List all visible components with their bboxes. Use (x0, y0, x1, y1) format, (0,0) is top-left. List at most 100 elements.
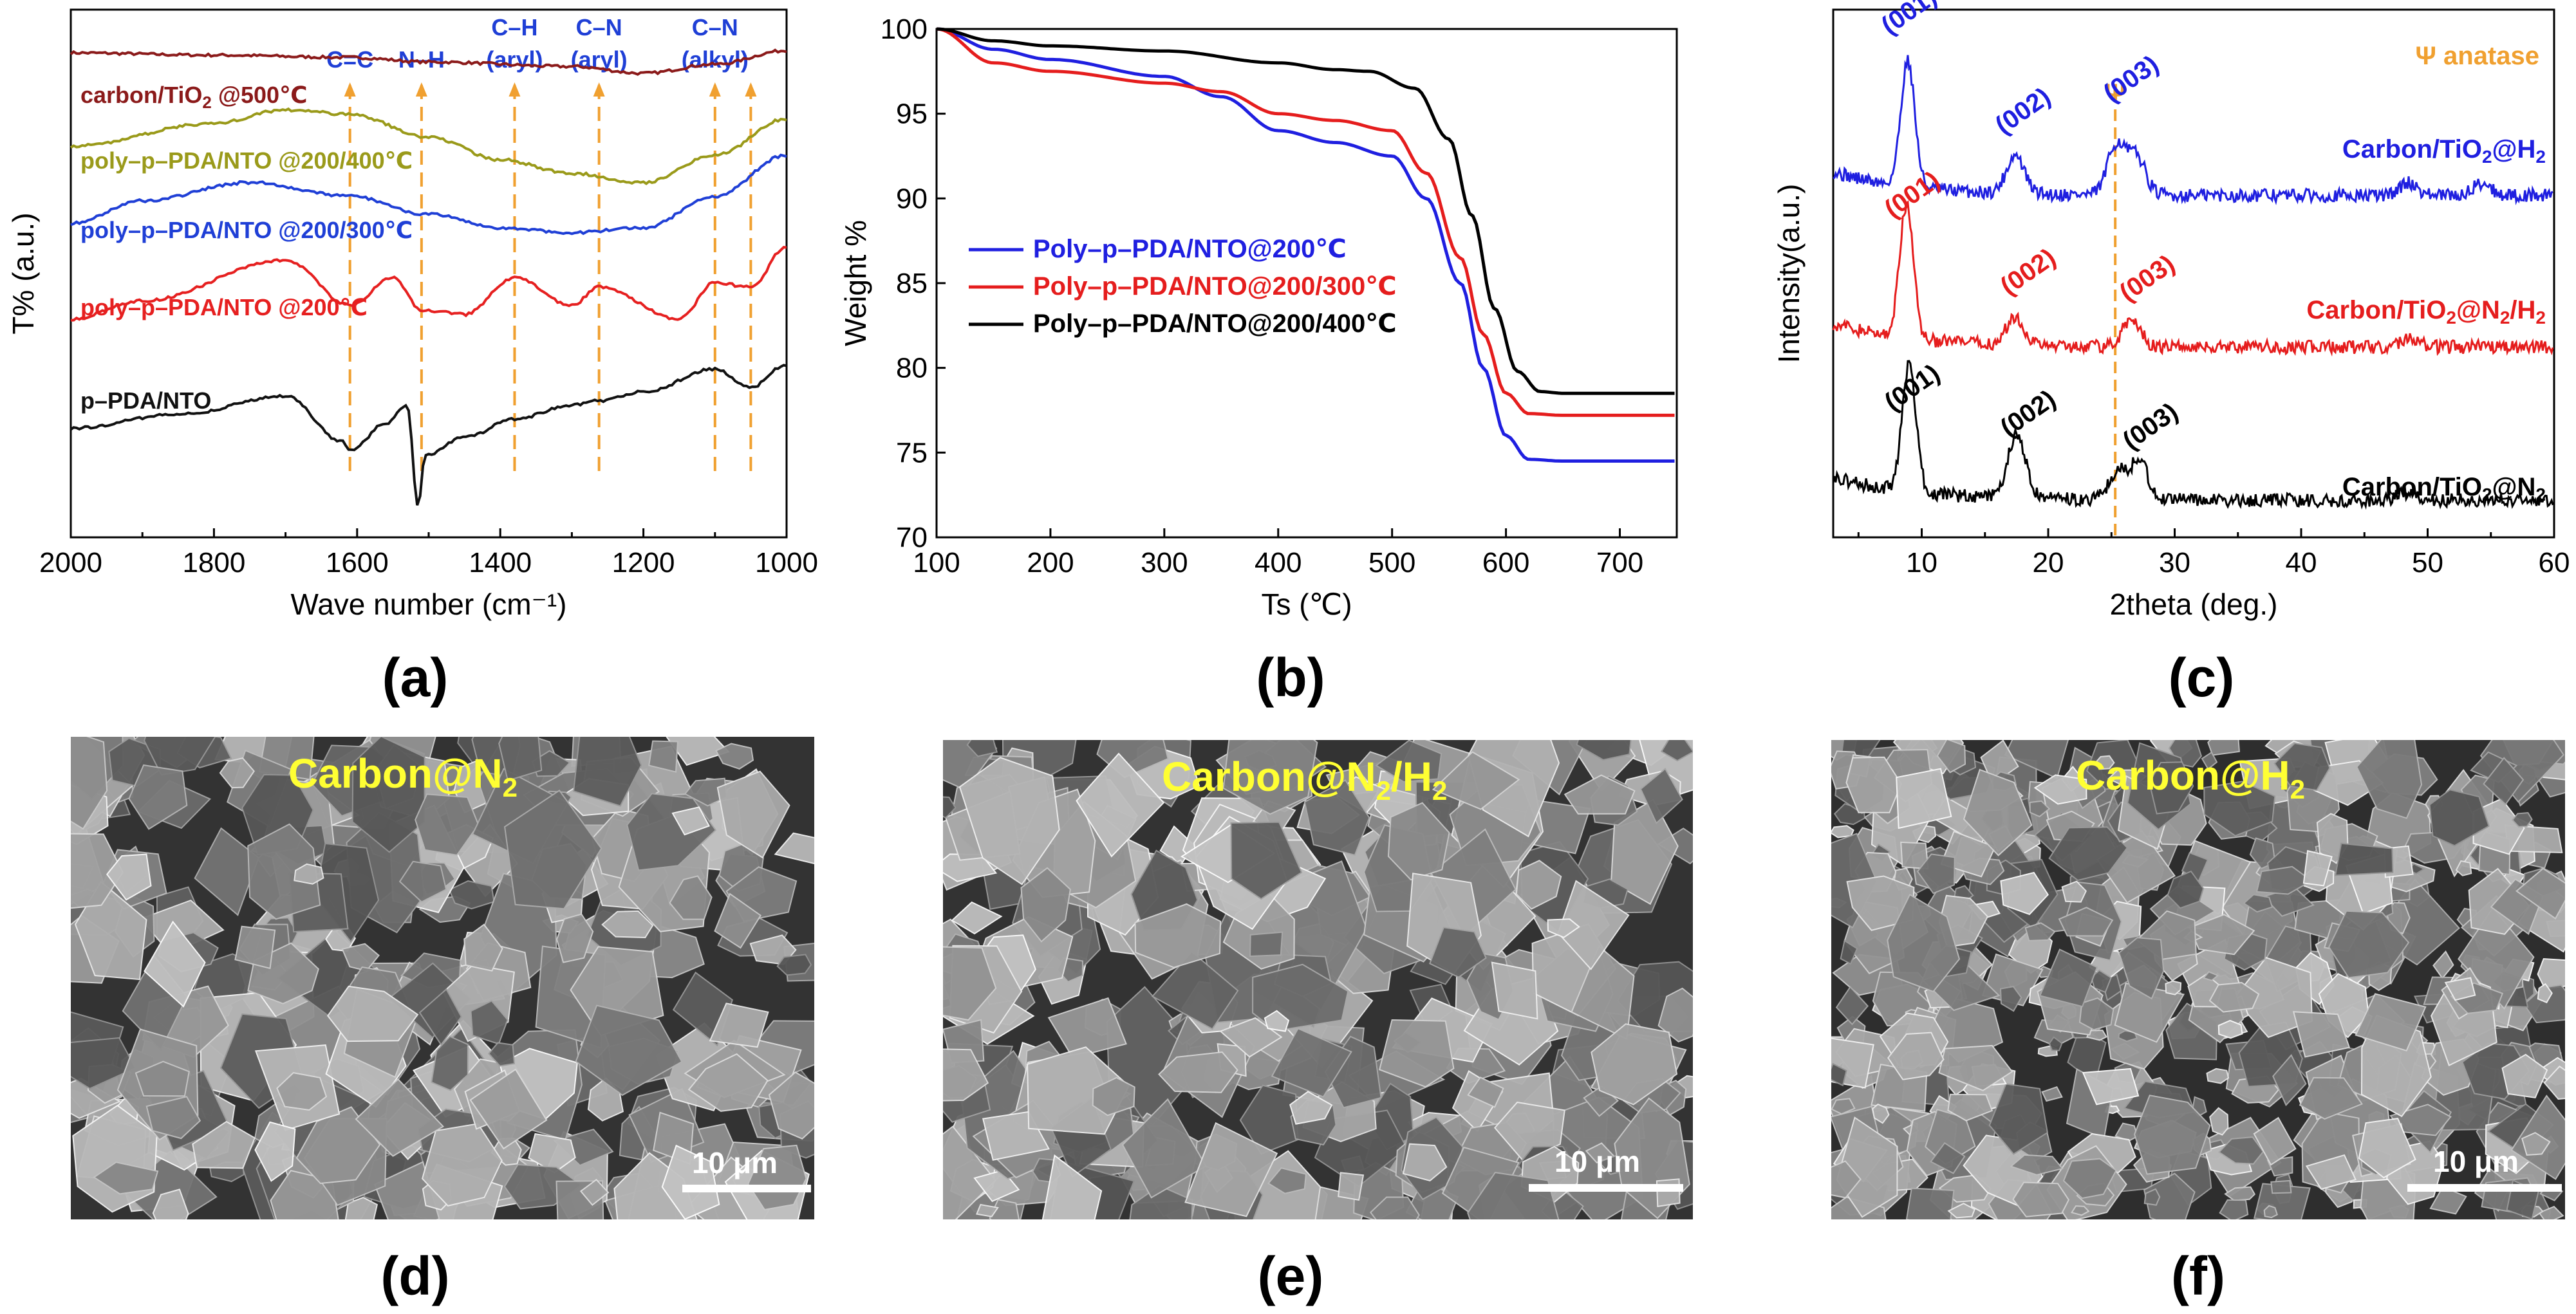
annotation-arrow (593, 82, 605, 97)
y-tick-label: 85 (896, 268, 928, 299)
sem-particle (1289, 1091, 1333, 1125)
panel-label-d: (d) (380, 1246, 450, 1306)
sem-particle (2511, 812, 2533, 828)
series-line (70, 48, 787, 76)
x-tick-label: 1000 (755, 547, 818, 578)
sem-particle (2538, 1205, 2564, 1219)
y-tick-label: 75 (896, 437, 928, 468)
sem-particle (2201, 751, 2218, 770)
sem-particle (2143, 1172, 2196, 1219)
sem-particle (1219, 1017, 1283, 1058)
sem-particle (1432, 751, 1520, 810)
sem-particle (2149, 761, 2194, 815)
sem-particle (1158, 1051, 1238, 1093)
sem-particle (2061, 880, 2087, 903)
sem-particle (2253, 1116, 2297, 1166)
scale-bar (1529, 1184, 1683, 1192)
peak-label: (001) (1880, 359, 1945, 417)
sem-title-n2: Carbon@N2 (288, 750, 518, 802)
y-axis-label: Intensity(a.u.) (1772, 184, 1806, 364)
sem-particle (1402, 1143, 1448, 1181)
sem-particle (684, 777, 727, 807)
sem-particle (1375, 740, 1442, 783)
panel-label-e: (e) (1257, 1246, 1324, 1306)
sem-particle (2207, 740, 2240, 756)
x-tick-label: 500 (1368, 547, 1415, 578)
sem-particle (671, 806, 711, 836)
sem-particle (715, 743, 754, 770)
sem-particle (1121, 1098, 1207, 1199)
peak-label: (001) (1880, 166, 1945, 224)
sem-particle (2000, 871, 2049, 916)
sem-image-n2h2: Carbon@N2/H2 10 μm (943, 740, 1693, 1219)
panel-label-f: (f) (2171, 1246, 2225, 1306)
sem-particle (2334, 842, 2394, 876)
sem-particle (1887, 893, 1961, 993)
sem-particle (2012, 1181, 2070, 1217)
sem-particle (1639, 768, 1683, 824)
sem-particle (2048, 1036, 2063, 1051)
sem-particle (1429, 927, 1487, 978)
sem-particle (2355, 993, 2427, 1052)
sem-particle (1264, 1010, 1290, 1032)
x-axis-label: Wave number (cm⁻¹) (291, 588, 567, 621)
y-tick-label: 100 (881, 14, 928, 45)
sem-particle (1591, 1023, 1678, 1106)
series-line (936, 27, 1675, 463)
sem-particle (648, 740, 678, 773)
sem-particle (951, 901, 1003, 935)
peak-label: (003) (2114, 250, 2180, 308)
sem-image-n2: Carbon@N2 10 μm (71, 737, 814, 1219)
sem-particle (192, 1120, 256, 1169)
sem-particle (1999, 986, 2022, 1012)
x-tick-label: 1200 (612, 547, 675, 578)
sem-particle (1267, 1167, 1307, 1194)
sem-particle (573, 737, 642, 807)
sem-particle (415, 793, 480, 856)
sem-particle (93, 1161, 159, 1195)
sem-particle (326, 985, 419, 1042)
sem-particle (943, 946, 997, 1021)
sem-particle (276, 1072, 328, 1111)
sem-particle (687, 1053, 769, 1112)
sem-particle (1831, 825, 1854, 838)
sem-particle (2041, 1086, 2063, 1102)
annotation-arrow (709, 82, 721, 97)
sem-particle (2219, 1199, 2249, 1219)
series-line (1833, 55, 2553, 205)
series-label: poly–p–PDA/NTO @200/400℃ (80, 147, 413, 174)
sem-particle (463, 923, 503, 972)
series-label: Carbon/TiO2@H2 (2342, 135, 2546, 167)
legend-note: Ψ anatase (2416, 42, 2539, 70)
sem-particle (2501, 1053, 2548, 1098)
sem-particle (2305, 1154, 2357, 1190)
y-tick-label: 70 (896, 522, 928, 553)
sem-particle (2033, 774, 2087, 805)
x-tick-label: 1600 (326, 547, 389, 578)
sem-particle (2010, 1154, 2064, 1176)
annotation-arrow (745, 82, 757, 97)
sem-particle (128, 764, 188, 830)
sem-particle (2082, 1068, 2140, 1106)
series-line (70, 364, 787, 506)
sem-particle (1988, 1083, 2049, 1155)
series-line (1832, 199, 2554, 357)
sem-particle (1249, 931, 1283, 958)
annotation-label: (aryl) (486, 46, 543, 73)
x-tick-label: 600 (1482, 547, 1529, 578)
scale-bar (682, 1185, 811, 1192)
sem-particle (768, 1071, 814, 1140)
panel-label-b: (b) (1256, 647, 1325, 708)
sem-particle (669, 875, 713, 920)
sem-particle (1576, 740, 1632, 761)
sem-particle (1896, 768, 1952, 829)
sem-particle (2255, 865, 2313, 895)
sem-particle (579, 1178, 610, 1206)
sem-particle (2203, 781, 2276, 837)
sem-particle (1379, 1019, 1455, 1088)
sem-particle (2071, 1205, 2090, 1216)
sem-particle (1092, 1077, 1135, 1116)
sem-particle (1076, 752, 1165, 858)
peak-label: (002) (1995, 385, 2061, 443)
sem-particle (2515, 867, 2565, 920)
